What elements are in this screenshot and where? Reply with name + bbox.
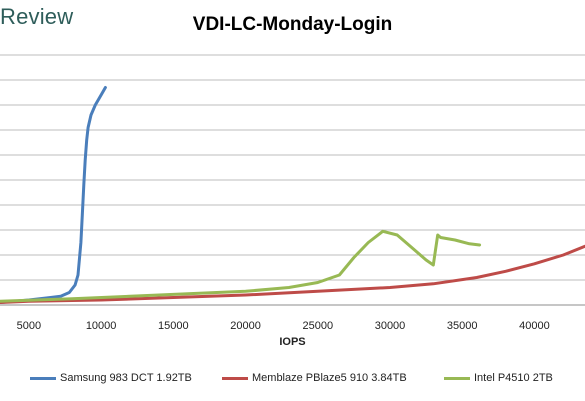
x-axis-label: IOPS [279, 336, 306, 348]
legend-swatch [222, 376, 248, 380]
legend-swatch [444, 376, 470, 380]
legend-label: Samsung 983 DCT 1.92TB [60, 372, 192, 384]
x-tick-label: 25000 [302, 320, 333, 332]
x-tick-label: 15000 [158, 320, 189, 332]
x-tick-label: 5000 [17, 320, 41, 332]
brand-logo-text: Review [0, 4, 74, 29]
legend-label: Memblaze PBlaze5 910 3.84TB [252, 372, 407, 384]
x-tick-label: 10000 [86, 320, 117, 332]
legend-swatch [30, 376, 56, 380]
x-tick-label: 40000 [519, 320, 550, 332]
legend-label: Intel P4510 2TB [474, 372, 553, 384]
series-line-1 [0, 244, 585, 304]
series-line-0 [0, 86, 107, 304]
x-tick-label: 35000 [447, 320, 478, 332]
legend-item-samsung: Samsung 983 DCT 1.92TB [30, 372, 192, 384]
x-tick-label: 20000 [230, 320, 261, 332]
legend-item-memblaze: Memblaze PBlaze5 910 3.84TB [222, 372, 407, 384]
series-line-2 [0, 229, 482, 303]
chart-title: VDI-LC-Monday-Login [192, 14, 393, 35]
x-tick-label: 30000 [375, 320, 406, 332]
legend: Samsung 983 DCT 1.92TB Memblaze PBlaze5 … [0, 372, 585, 390]
legend-item-intel: Intel P4510 2TB [444, 372, 553, 384]
